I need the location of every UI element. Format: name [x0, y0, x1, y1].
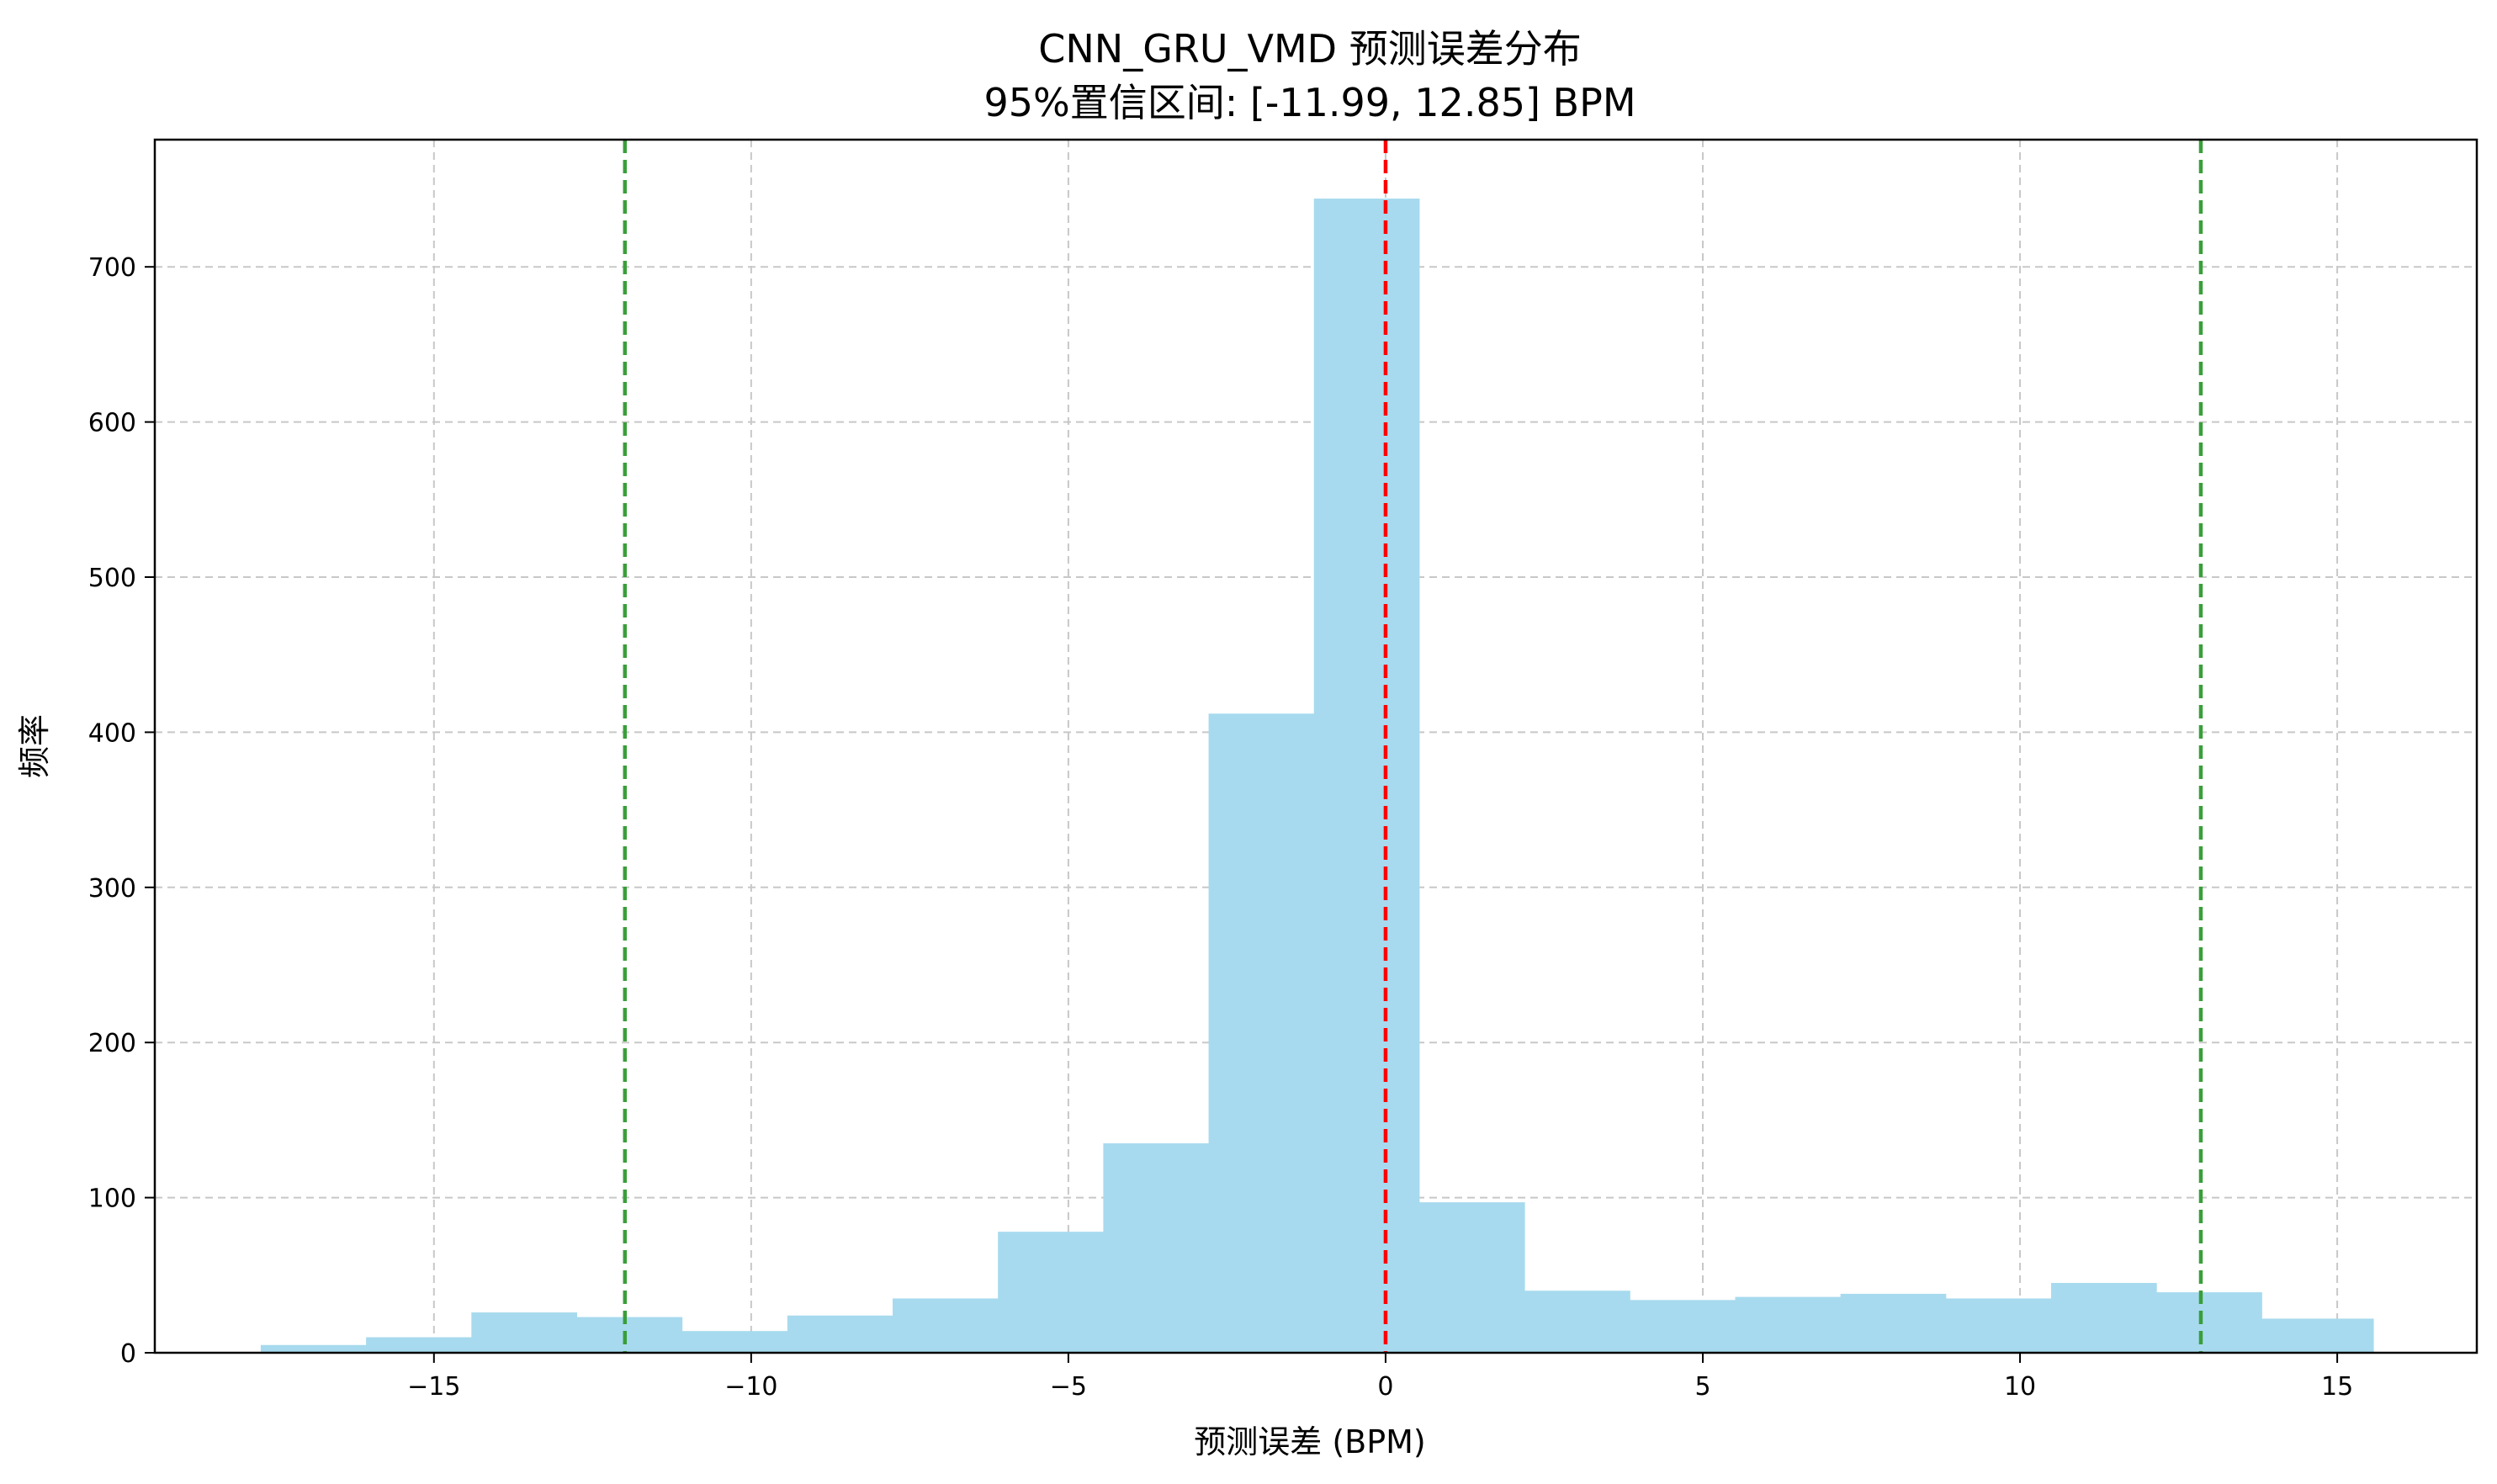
histogram-bars [260, 199, 2374, 1353]
histogram-bar-5 [681, 1331, 788, 1353]
histogram-bar-2 [366, 1337, 472, 1353]
histogram-bar-18 [2051, 1283, 2157, 1353]
histogram-bar-6 [787, 1315, 893, 1353]
y-axis-ticks: 0 100 200 300 400 500 600 700 [88, 253, 155, 1369]
histogram-bar-15 [1735, 1296, 1842, 1353]
x-tick-label: 10 [2004, 1372, 2036, 1402]
histogram-bar-20 [2261, 1318, 2374, 1353]
histogram-bar-19 [2156, 1292, 2262, 1353]
x-axis-ticks: −15 −10 −5 0 5 10 15 [407, 1353, 2353, 1402]
y-tick-label: 500 [88, 564, 136, 593]
y-axis-label: 频率 [16, 714, 53, 778]
x-tick-label: 0 [1377, 1372, 1393, 1402]
chart-subtitle: 95%置信区间: [-11.99, 12.85] BPM [983, 80, 1636, 125]
y-tick-label: 400 [88, 718, 136, 748]
histogram-bar-11 [1313, 199, 1420, 1353]
histogram-bar-12 [1418, 1202, 1525, 1353]
y-tick-label: 700 [88, 253, 136, 283]
chart-title: CNN_GRU_VMD 预测误差分布 [1038, 26, 1581, 72]
y-tick-label: 200 [88, 1029, 136, 1058]
histogram-bar-8 [998, 1232, 1104, 1353]
x-axis-label: 预测误差 (BPM) [1194, 1423, 1426, 1460]
histogram-bar-7 [893, 1298, 999, 1353]
histogram-bar-14 [1630, 1300, 1736, 1353]
x-tick-label: −15 [407, 1372, 460, 1402]
x-tick-label: −5 [1050, 1372, 1087, 1402]
histogram-bar-3 [471, 1312, 577, 1353]
histogram-bar-17 [1945, 1298, 2052, 1353]
histogram-bar-16 [1840, 1293, 1947, 1353]
histogram-bar-13 [1524, 1291, 1630, 1353]
x-tick-label: 5 [1694, 1372, 1710, 1402]
y-tick-label: 0 [120, 1339, 136, 1369]
y-tick-label: 100 [88, 1185, 136, 1214]
plot-frame [153, 138, 2478, 1354]
y-tick-label: 600 [88, 409, 136, 438]
x-tick-label: −10 [724, 1372, 777, 1402]
histogram-bar-9 [1103, 1143, 1210, 1353]
x-tick-label: 15 [2321, 1372, 2353, 1402]
y-tick-label: 300 [88, 874, 136, 904]
reference-lines [623, 140, 2203, 1353]
histogram-bar-4 [576, 1317, 683, 1353]
histogram-bar-10 [1208, 713, 1315, 1353]
histogram-bar-1 [260, 1344, 367, 1353]
